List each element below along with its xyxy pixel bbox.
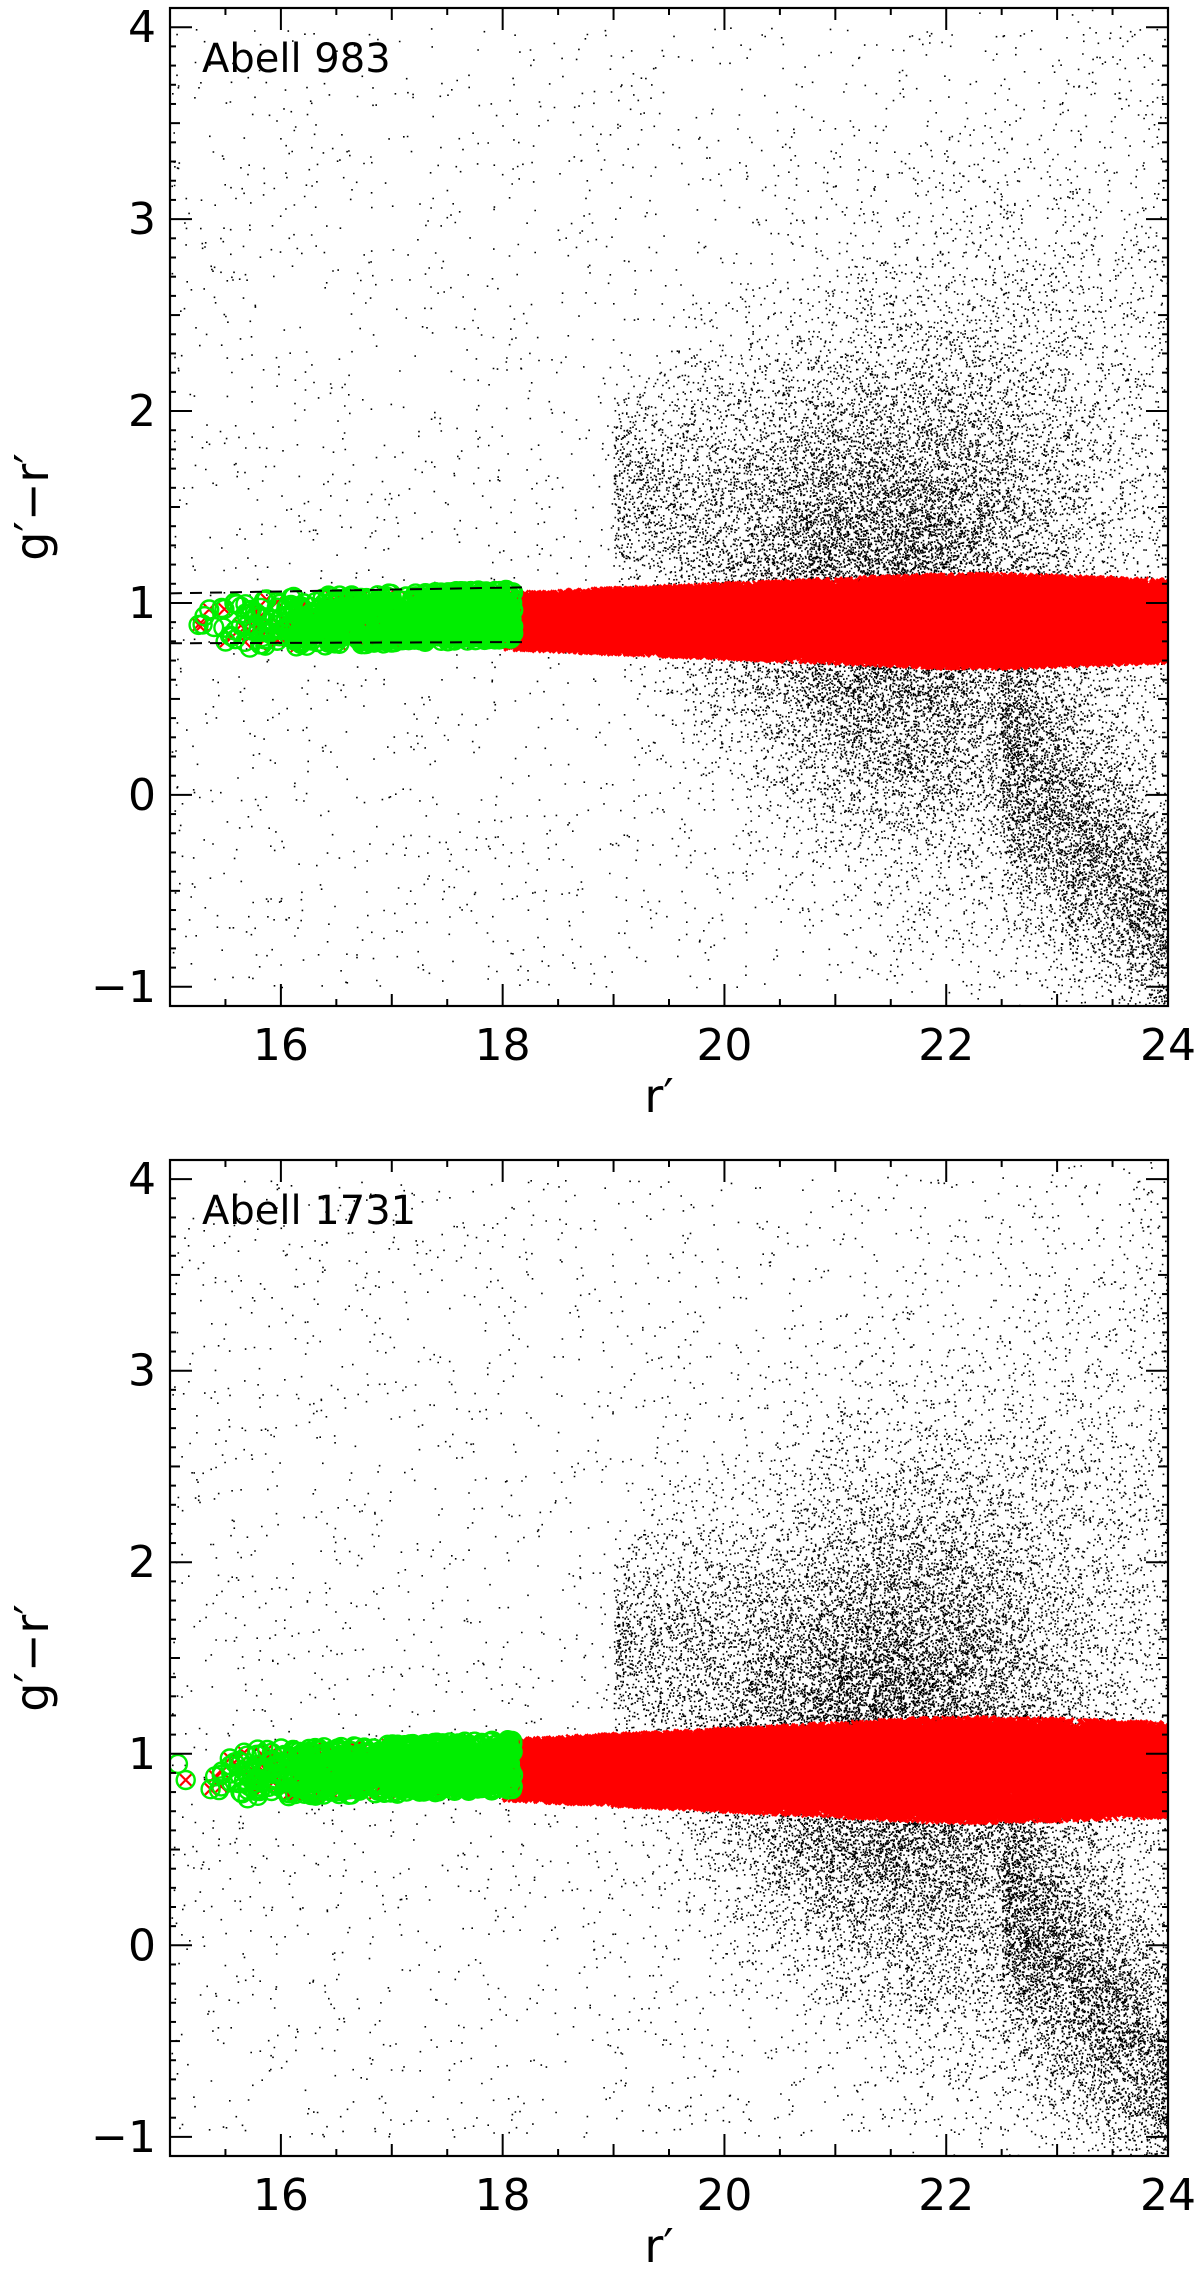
panel-1: 16 18 20 22 24 −1 0 1 2 3 4 r′ g′−r′ Abell 983 [5,2,1196,1123]
y-tick-label: −1 [91,962,156,1013]
red-sequence-points [502,572,1174,670]
y-tick-label: 2 [128,1537,156,1588]
member-circles [169,1731,522,1807]
field-points [171,10,1169,1007]
field-points [171,1162,1170,2157]
x-tick-label: 18 [475,1020,531,1071]
y-tick-label: 3 [128,194,156,245]
y-tick-label: 4 [128,2,156,53]
y-tick-label: 0 [128,770,156,821]
plot-frame [170,1160,1168,2156]
x-tick-label: 22 [918,1020,974,1071]
x-axis-label: r′ [644,2219,673,2273]
y-tick-label: −1 [91,2112,156,2163]
x-tick-label: 18 [475,2170,531,2221]
y-axis-label: g′−r′ [5,1604,59,1712]
red-sequence-points [502,1716,1174,1825]
y-tick-label: 0 [128,1920,156,1971]
panel-title: Abell 1731 [202,1188,416,1234]
plot-area [170,10,1174,1007]
panel-2: 16 18 20 22 24 −1 0 1 2 3 4 r′ g′−r′ Abell 1731 [5,1154,1196,2273]
y-tick-label: 3 [128,1346,156,1397]
y-tick-label: 2 [128,386,156,437]
x-tick-label: 22 [918,2170,974,2221]
x-tick-label: 20 [696,2170,752,2221]
plot-area [169,1162,1174,2157]
y-axis-label: g′−r′ [5,453,59,561]
x-tick-label: 24 [1140,2170,1196,2221]
y-tick-label: 1 [128,578,156,629]
y-tick-label: 1 [128,1729,156,1780]
x-tick-label: 16 [253,1020,309,1071]
x-tick-label: 24 [1140,1020,1196,1071]
x-tick-label: 16 [253,2170,309,2221]
y-tick-label: 4 [128,1154,156,1205]
x-axis-label: r′ [644,1069,673,1123]
x-tick-label: 20 [696,1020,752,1071]
panel-title: Abell 983 [202,36,391,82]
